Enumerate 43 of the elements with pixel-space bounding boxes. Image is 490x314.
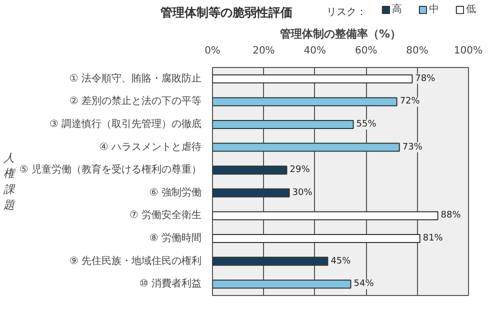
chart-title: 管理体制等の脆弱性評価 xyxy=(160,6,292,20)
bar xyxy=(212,280,352,289)
y-tick-label: ⑧ 労働時間 xyxy=(149,232,202,244)
bar xyxy=(212,120,354,129)
y-axis-title: 人権課題 xyxy=(2,152,16,212)
x-tick-label: 40% xyxy=(304,46,326,56)
legend-label: 高 xyxy=(392,2,403,16)
data-label: 29% xyxy=(290,165,310,176)
x-tick-label: 80% xyxy=(406,46,428,56)
bar xyxy=(212,97,398,106)
x-tick-label: 100% xyxy=(454,46,483,56)
bar xyxy=(212,142,400,152)
data-label: 54% xyxy=(354,279,374,290)
bar xyxy=(212,74,413,84)
y-tick-label: ⑥ 強制労働 xyxy=(149,186,202,198)
y-tick-label: ⑨ 先住民族・地域住民の権利 xyxy=(69,254,202,267)
x-tick-label: 20% xyxy=(252,46,275,56)
bar xyxy=(212,234,420,243)
data-label: 88% xyxy=(440,210,462,221)
y-tick-label: ④ ハラスメントと虐待 xyxy=(99,140,202,153)
y-tick-label: ① 法令順守、賄賂・腐敗防止 xyxy=(69,72,202,84)
y-tick-label: ⑤ 児童労働（教育を受ける権利の尊重） xyxy=(19,164,202,176)
data-label: 73% xyxy=(402,142,423,152)
legend-label: 低 xyxy=(466,3,477,16)
data-label: 81% xyxy=(422,234,444,244)
bar xyxy=(212,256,328,266)
x-axis-title: 管理体制の整備率（%） xyxy=(278,28,402,40)
x-tick-label: 0% xyxy=(204,46,220,56)
legend-title: リスク： xyxy=(326,7,366,18)
y-tick-label: ③ 調達慎行（取引先管理）の徹底 xyxy=(49,118,202,130)
data-label: 45% xyxy=(330,256,352,266)
y-tick-label: ⑦ 労働安全衛生 xyxy=(129,209,202,222)
data-label: 78% xyxy=(415,74,436,84)
x-tick-label: 60% xyxy=(354,46,378,56)
bar xyxy=(212,166,288,175)
bar xyxy=(212,188,290,198)
y-tick-label: ⑩ 消費者利益 xyxy=(139,278,202,290)
data-label: 30% xyxy=(292,188,313,198)
legend-label: 中 xyxy=(429,2,440,16)
data-label: 55% xyxy=(356,120,377,130)
bar xyxy=(212,211,438,220)
y-tick-label: ② 差別の禁止と法の下の平等 xyxy=(69,95,202,108)
data-label: 72% xyxy=(400,96,420,107)
